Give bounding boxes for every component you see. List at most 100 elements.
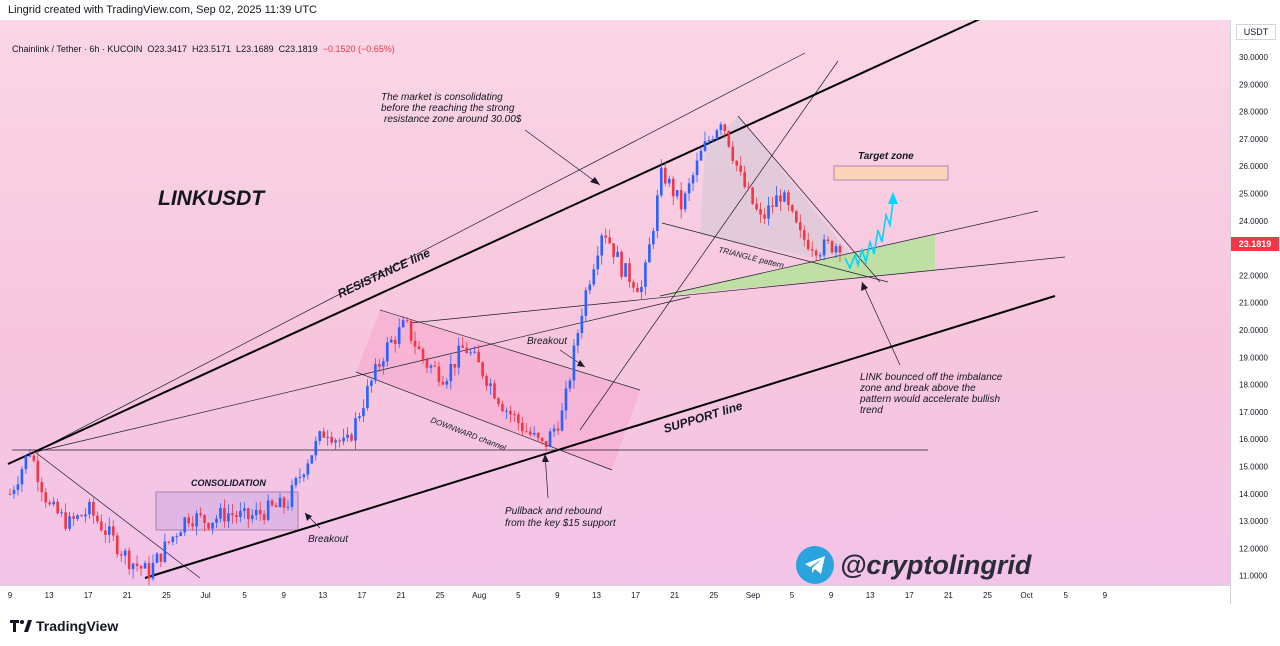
- trend-lines: [12, 52, 1066, 579]
- candle-body: [405, 320, 409, 322]
- close-label: C: [278, 44, 286, 54]
- time-tick-6: 5: [242, 591, 247, 600]
- symbol-name: Chainlink / Tether · 6h · KUCOIN: [12, 44, 143, 54]
- candle-body: [171, 536, 175, 543]
- candle-body: [528, 431, 532, 435]
- candle-body: [88, 501, 91, 515]
- price-axis[interactable]: 30.0000 29.0000 28.0000 27.0000 26.0000 25.00…: [1230, 20, 1280, 604]
- candle-body: [266, 500, 270, 520]
- candle-body: [513, 414, 516, 416]
- candle-body: [767, 205, 770, 219]
- arrow-head-breakout2: [305, 513, 312, 521]
- price-tick-13: 17.0000: [1239, 408, 1268, 417]
- candle-body: [775, 195, 778, 207]
- candle-body: [227, 513, 230, 522]
- consolidation-label: CONSOLIDATION: [191, 478, 266, 488]
- currency-button[interactable]: USDT: [1236, 24, 1276, 40]
- candle-body: [115, 535, 119, 555]
- candle-body: [183, 517, 187, 533]
- price-tick-17: 13.0000: [1239, 517, 1268, 526]
- breakout-label-2: Breakout: [308, 534, 349, 545]
- candle-body: [751, 187, 754, 204]
- candle-body: [564, 388, 568, 411]
- footer: TradingView: [0, 604, 1280, 646]
- candle-body: [671, 178, 675, 197]
- candle-body: [378, 364, 381, 367]
- fan-line-1: [34, 52, 806, 453]
- consolidation-box: [155, 491, 299, 531]
- candle-body: [791, 204, 794, 212]
- candle-body: [620, 251, 623, 277]
- candle-body: [370, 380, 373, 386]
- time-tick-20: 5: [790, 591, 795, 600]
- resistance-line: [7, 20, 981, 465]
- candle-body: [76, 515, 79, 519]
- candle-body: [818, 255, 822, 257]
- candle-body: [223, 508, 226, 522]
- candle-body: [524, 431, 528, 433]
- candle-body: [536, 432, 540, 438]
- time-tick-19: Sep: [746, 591, 761, 600]
- candle-body: [151, 562, 155, 579]
- fan-line-3: [409, 256, 1066, 324]
- market-line-1: The market is consolidating: [381, 92, 503, 103]
- candle-body: [24, 455, 28, 470]
- candle-body: [389, 339, 393, 343]
- candle-body: [473, 351, 476, 353]
- candle-body: [32, 455, 36, 461]
- open-label: O: [147, 44, 155, 54]
- price-tick-19: 11.0000: [1239, 572, 1268, 581]
- candle-body: [36, 460, 40, 483]
- candle-body: [501, 403, 504, 412]
- candle-body: [421, 349, 425, 360]
- candle-body: [143, 563, 147, 569]
- candle-body: [107, 526, 111, 535]
- chart-svg[interactable]: LINKUSDT RESISTANCE line SUPPORT line CO…: [0, 20, 1230, 604]
- candle-body: [127, 550, 131, 570]
- candle-body: [509, 410, 512, 415]
- candle-body: [342, 437, 345, 442]
- time-tick-5: Jul: [200, 591, 210, 600]
- candle-body: [759, 209, 762, 215]
- chart-area[interactable]: LINKUSDT RESISTANCE line SUPPORT line CO…: [0, 20, 1230, 604]
- candle-body: [294, 477, 298, 486]
- candle-body: [834, 246, 838, 253]
- candle-body: [449, 363, 453, 382]
- projected-arrow-head: [888, 192, 898, 204]
- candle-body: [104, 530, 107, 535]
- telegram-icon: [796, 546, 834, 584]
- candle-body: [235, 515, 238, 518]
- price-tick-9: 21.0000: [1239, 299, 1268, 308]
- bounce-line-4: trend: [860, 405, 883, 416]
- candle-body: [624, 263, 627, 277]
- candle-body: [84, 514, 87, 517]
- candle-body: [16, 484, 20, 490]
- arrow-head-bounce: [861, 282, 868, 291]
- candle-body: [437, 366, 441, 382]
- candle-body: [167, 541, 171, 543]
- candle-body: [588, 284, 592, 291]
- candle-body: [123, 550, 127, 556]
- candle-body: [147, 563, 151, 579]
- candle-body: [258, 509, 262, 515]
- candle-body: [48, 502, 52, 505]
- candle-body: [652, 230, 655, 245]
- candle-body: [354, 418, 357, 441]
- candle-body: [604, 235, 607, 238]
- time-tick-17: 21: [670, 591, 679, 600]
- candle-body: [231, 513, 234, 516]
- channel-upper-line: [379, 309, 641, 391]
- candle-body: [810, 249, 814, 251]
- candle-body: [397, 327, 401, 344]
- pullback-line-1: Pullback and rebound: [505, 506, 602, 517]
- time-axis[interactable]: 9 13 17 21 25 Jul 5 9 13 17 21 25 Aug 5 9 13 17 21 25 Sep 5 9…: [0, 585, 1230, 605]
- candle-body: [433, 365, 437, 367]
- candle-body: [290, 485, 294, 507]
- candle-body: [802, 230, 806, 240]
- candle-body: [366, 385, 369, 408]
- tradingview-logo[interactable]: TradingView: [10, 618, 118, 634]
- tradingview-brand: TradingView: [36, 618, 119, 634]
- time-tick-3: 21: [123, 591, 132, 600]
- candle-body: [243, 508, 246, 511]
- candle-body: [787, 192, 790, 205]
